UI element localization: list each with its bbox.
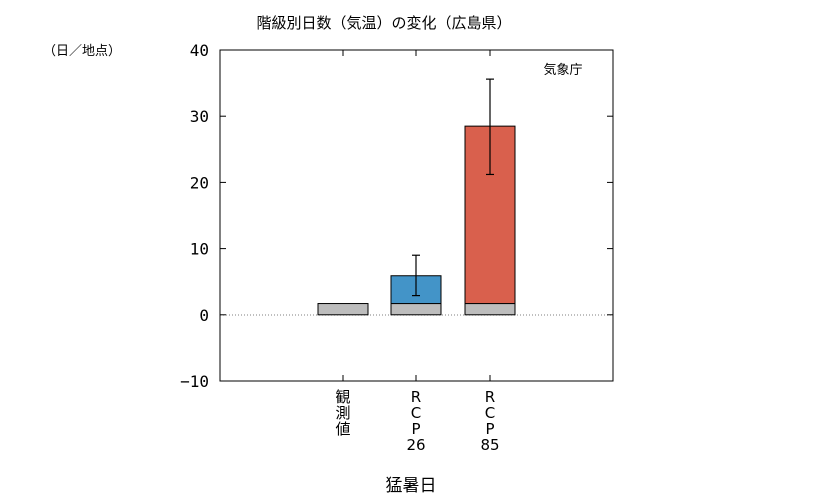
source-label: 気象庁 (543, 62, 582, 78)
x-tick-label: 値 (335, 420, 350, 438)
chart-title: 階級別日数（気温）の変化（広島県） (256, 14, 511, 32)
error-bars (412, 78, 494, 297)
x-tick-label: C (411, 404, 421, 422)
x-tick-label: P (485, 420, 494, 438)
bars (317, 50, 516, 381)
y-axis: −10 0 10 20 30 40 (180, 41, 613, 391)
y-axis-label: （日／地点） (43, 44, 121, 59)
bar-segment (317, 303, 369, 316)
x-axis-label: 猛暑日 (386, 476, 437, 496)
plot-frame (219, 49, 614, 382)
x-tick-label: 観 (335, 388, 350, 406)
y-tick-label: 30 (190, 107, 209, 126)
bar-segment (464, 303, 516, 316)
x-tick-label: 測 (335, 404, 350, 422)
y-tick-label: −10 (180, 372, 209, 391)
y-tick-label: 20 (190, 173, 209, 192)
x-tick-label: R (411, 388, 421, 406)
y-tick-label: 40 (190, 41, 209, 60)
x-tick-label: C (485, 404, 495, 422)
y-tick-label: 0 (199, 306, 209, 325)
x-tick-label: 85 (480, 436, 499, 454)
x-tick-label: P (411, 420, 420, 438)
y-tick-label: 10 (190, 240, 209, 259)
x-tick-label: R (485, 388, 495, 406)
bar-segment (390, 303, 442, 316)
x-tick-label: 26 (406, 436, 425, 454)
